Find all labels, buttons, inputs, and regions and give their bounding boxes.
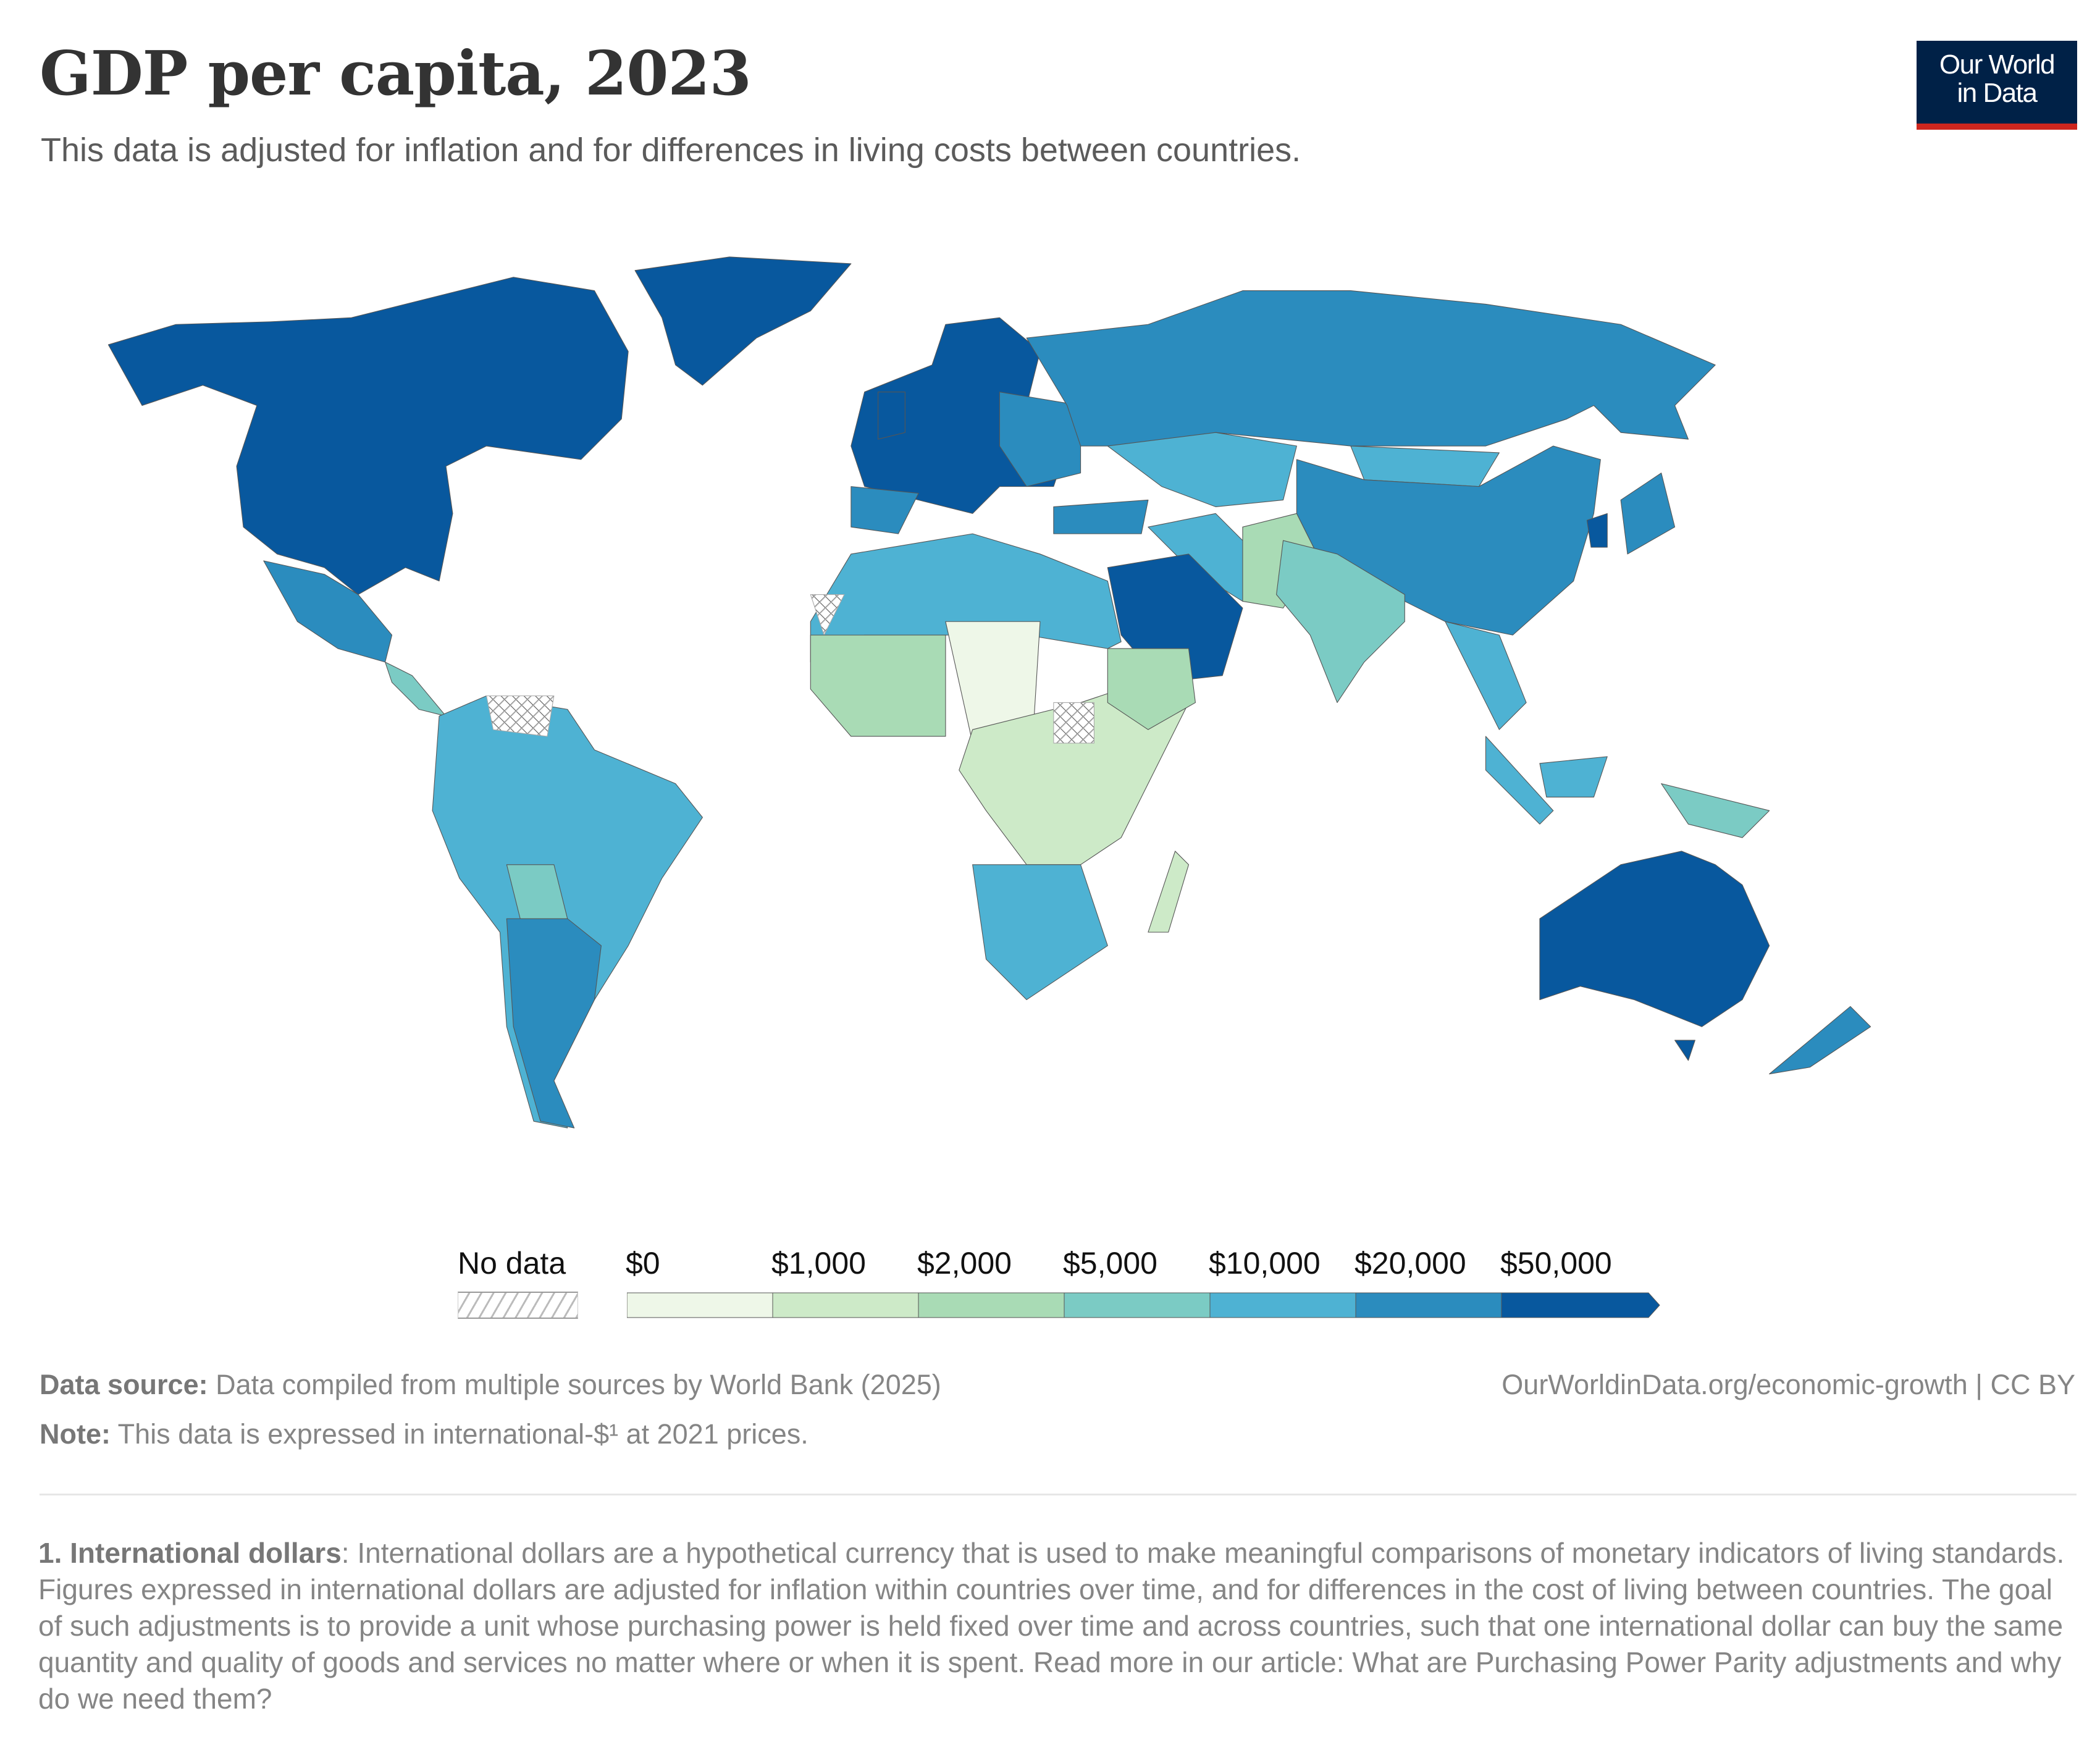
country-central-asia[interactable]	[1107, 432, 1297, 507]
country-south-america[interactable]	[432, 695, 703, 1129]
country-venezuela[interactable]	[486, 695, 555, 737]
logo-line-2: in Data	[1957, 78, 2038, 108]
country-southern-africa[interactable]	[972, 864, 1108, 1000]
footer-divider	[40, 1494, 2077, 1495]
country-southeast-asia[interactable]	[1445, 621, 1527, 730]
legend-bin-4[interactable]	[1209, 1292, 1356, 1318]
legend-bin-label: $10,000	[1209, 1246, 1321, 1280]
country-north-america-us-canada[interactable]	[107, 277, 629, 595]
logo-line-1: Our World	[1939, 49, 2056, 80]
country-new-zealand[interactable]	[1769, 1006, 1871, 1075]
country-japan[interactable]	[1620, 473, 1676, 555]
country-uk[interactable]	[878, 392, 905, 440]
data-source: Data source: Data compiled from multiple…	[40, 1369, 941, 1401]
country-argentina-chile[interactable]	[506, 918, 602, 1129]
note-label: Note:	[40, 1418, 111, 1450]
footnote: 1. International dollars: International …	[38, 1535, 2077, 1717]
country-west-africa[interactable]	[810, 634, 946, 737]
country-sumatra[interactable]	[1485, 736, 1554, 825]
country-bolivia[interactable]	[506, 864, 568, 919]
legend-bin-1[interactable]	[772, 1292, 919, 1318]
legend-bin-3[interactable]	[1064, 1292, 1211, 1318]
legend-bin-label: $1,000	[771, 1246, 866, 1280]
source-url-link[interactable]: OurWorldinData.org/economic-growth | CC …	[1502, 1369, 2075, 1400]
country-tasmania[interactable]	[1674, 1040, 1695, 1061]
legend-bin-2[interactable]	[918, 1292, 1065, 1318]
legend-no-data-swatch	[458, 1292, 578, 1319]
note-text: This data is expressed in international-…	[110, 1418, 808, 1450]
footnote-text: : International dollars are a hypothetic…	[38, 1537, 2065, 1715]
note: Note: This data is expressed in internat…	[40, 1418, 808, 1450]
legend-color-scale	[627, 1292, 1660, 1318]
chart-subtitle: This data is adjusted for inflation and …	[41, 132, 1301, 169]
country-greenland[interactable]	[634, 256, 852, 386]
country-madagascar[interactable]	[1148, 851, 1190, 933]
legend-bin-label: $20,000	[1354, 1246, 1466, 1280]
country-australia[interactable]	[1539, 851, 1770, 1027]
data-source-label: Data source:	[40, 1369, 208, 1400]
country-mexico[interactable]	[263, 560, 393, 663]
country-russia[interactable]	[1026, 290, 1716, 447]
legend-no-data-label: No data	[458, 1246, 566, 1280]
legend-bin-5[interactable]	[1355, 1292, 1502, 1318]
legend-bin-label: $0	[626, 1246, 660, 1280]
country-south-korea[interactable]	[1586, 513, 1608, 548]
country-horn-of-africa[interactable]	[1107, 648, 1196, 730]
chart-title: GDP per capita, 2023	[40, 38, 752, 109]
country-india[interactable]	[1276, 540, 1405, 703]
legend-bin-0[interactable]	[627, 1292, 773, 1318]
footnote-label: 1. International dollars	[38, 1537, 342, 1569]
country-central-america[interactable]	[385, 662, 447, 717]
legend-bin-6[interactable]	[1501, 1292, 1660, 1318]
legend-bin-label: $50,000	[1500, 1246, 1612, 1280]
country-western-sahara[interactable]	[810, 594, 845, 636]
data-source-text: Data compiled from multiple sources by W…	[208, 1369, 941, 1400]
legend-bin-label: $2,000	[917, 1246, 1012, 1280]
country-iberia[interactable]	[850, 486, 919, 534]
country-turkey[interactable]	[1053, 499, 1149, 534]
world-map[interactable]	[0, 250, 1878, 1142]
country-south-sudan[interactable]	[1053, 702, 1094, 744]
logo-accent-bar	[1917, 124, 2077, 130]
country-new-guinea[interactable]	[1661, 783, 1770, 838]
owid-logo[interactable]: Our World in Data	[1917, 41, 2077, 130]
country-borneo[interactable]	[1539, 756, 1608, 798]
legend-bin-label: $5,000	[1063, 1246, 1157, 1280]
